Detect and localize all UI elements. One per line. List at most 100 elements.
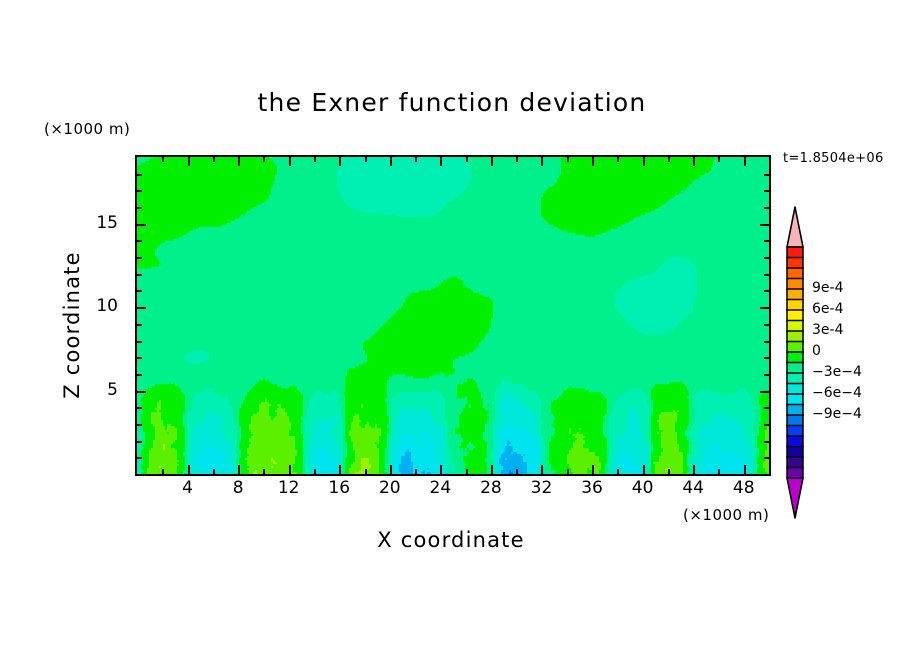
y-tick-right [764, 190, 769, 193]
y-tick-right [764, 373, 769, 376]
colorbar-tick-label: 0 [812, 343, 821, 359]
x-tick [642, 465, 645, 474]
y-tick [137, 357, 142, 360]
x-tick-label: 48 [732, 478, 755, 498]
x-tick-top [718, 157, 721, 162]
y-tick-right [764, 323, 769, 326]
y-tick [137, 390, 146, 393]
y-tick-right [760, 307, 769, 310]
x-tick-top [212, 157, 215, 162]
x-tick-top [415, 157, 418, 162]
y-tick-right [764, 257, 769, 260]
x-tick [592, 465, 595, 474]
y-tick-right [764, 357, 769, 360]
x-tick [490, 465, 493, 474]
y-tick-right [760, 223, 769, 226]
y-tick [137, 207, 142, 210]
y-tick [137, 457, 142, 460]
x-tick-top [187, 157, 190, 166]
x-tick [693, 465, 696, 474]
x-tick-label: 32 [530, 478, 553, 498]
x-tick-top [667, 157, 670, 162]
colorbar-tick-label: 3e-4 [812, 322, 844, 338]
x-tick-top [364, 157, 367, 162]
colorbar-tick-label: 6e-4 [812, 301, 844, 317]
y-tick [137, 173, 142, 176]
y-axis-unit-label: (×1000 m) [44, 120, 131, 138]
x-tick-label: 12 [277, 478, 300, 498]
x-tick-label: 40 [631, 478, 654, 498]
x-tick [718, 469, 721, 474]
y-tick [137, 190, 142, 193]
x-tick [541, 465, 544, 474]
x-tick-top [288, 157, 291, 166]
x-tick [389, 465, 392, 474]
x-tick [566, 469, 569, 474]
chart-title: the Exner function deviation [257, 88, 647, 117]
x-tick-top [162, 157, 165, 162]
y-tick [137, 323, 142, 326]
x-tick-label: 20 [378, 478, 401, 498]
contour-field [137, 157, 769, 474]
x-tick [339, 465, 342, 474]
x-tick [212, 469, 215, 474]
x-tick-top [313, 157, 316, 162]
y-tick-right [764, 173, 769, 176]
x-tick-top [541, 157, 544, 166]
y-tick-label: 15 [96, 212, 118, 233]
colorbar-tick-label: −3e−4 [812, 364, 862, 380]
x-tick [187, 465, 190, 474]
x-tick-label: 8 [232, 478, 244, 498]
x-tick [743, 465, 746, 474]
x-tick [313, 469, 316, 474]
x-axis-title: X coordinate [377, 528, 525, 552]
y-tick [137, 290, 142, 293]
x-tick-top [263, 157, 266, 162]
y-axis-title: Z coordinate [60, 251, 84, 399]
y-tick-right [764, 240, 769, 243]
x-tick [440, 465, 443, 474]
x-tick-top [592, 157, 595, 166]
x-tick-top [238, 157, 241, 166]
x-tick-label: 16 [328, 478, 351, 498]
y-tick-right [764, 290, 769, 293]
x-tick-label: 24 [429, 478, 452, 498]
y-tick [137, 223, 146, 226]
y-tick-right [764, 407, 769, 410]
x-tick-label: 28 [480, 478, 502, 498]
x-tick-label: 36 [581, 478, 603, 498]
x-tick [364, 469, 367, 474]
x-tick [415, 469, 418, 474]
x-tick-top [617, 157, 620, 162]
x-tick-top [389, 157, 392, 166]
contour-plot-area [135, 155, 771, 476]
y-tick [137, 240, 142, 243]
y-tick [137, 307, 146, 310]
colorbar [786, 206, 804, 519]
x-tick [263, 469, 266, 474]
y-tick [137, 273, 142, 276]
y-tick [137, 423, 142, 426]
y-tick-right [764, 440, 769, 443]
x-tick-label: 44 [682, 478, 704, 498]
y-tick-label: 5 [107, 379, 118, 400]
x-tick-top [743, 157, 746, 166]
x-tick-top [516, 157, 519, 162]
y-tick [137, 340, 142, 343]
x-tick [516, 469, 519, 474]
x-tick-top [642, 157, 645, 166]
colorbar-tick-label: 9e-4 [812, 280, 844, 296]
x-tick [667, 469, 670, 474]
x-tick-label: 4 [182, 478, 193, 498]
x-tick [162, 469, 165, 474]
timestamp-annotation: t=1.8504e+06 [783, 151, 884, 166]
y-tick-right [760, 390, 769, 393]
y-tick-right [764, 457, 769, 460]
y-tick-right [764, 207, 769, 210]
y-tick-right [764, 423, 769, 426]
y-tick-right [764, 340, 769, 343]
x-tick-top [693, 157, 696, 166]
x-tick-top [339, 157, 342, 166]
y-tick-right [764, 273, 769, 276]
